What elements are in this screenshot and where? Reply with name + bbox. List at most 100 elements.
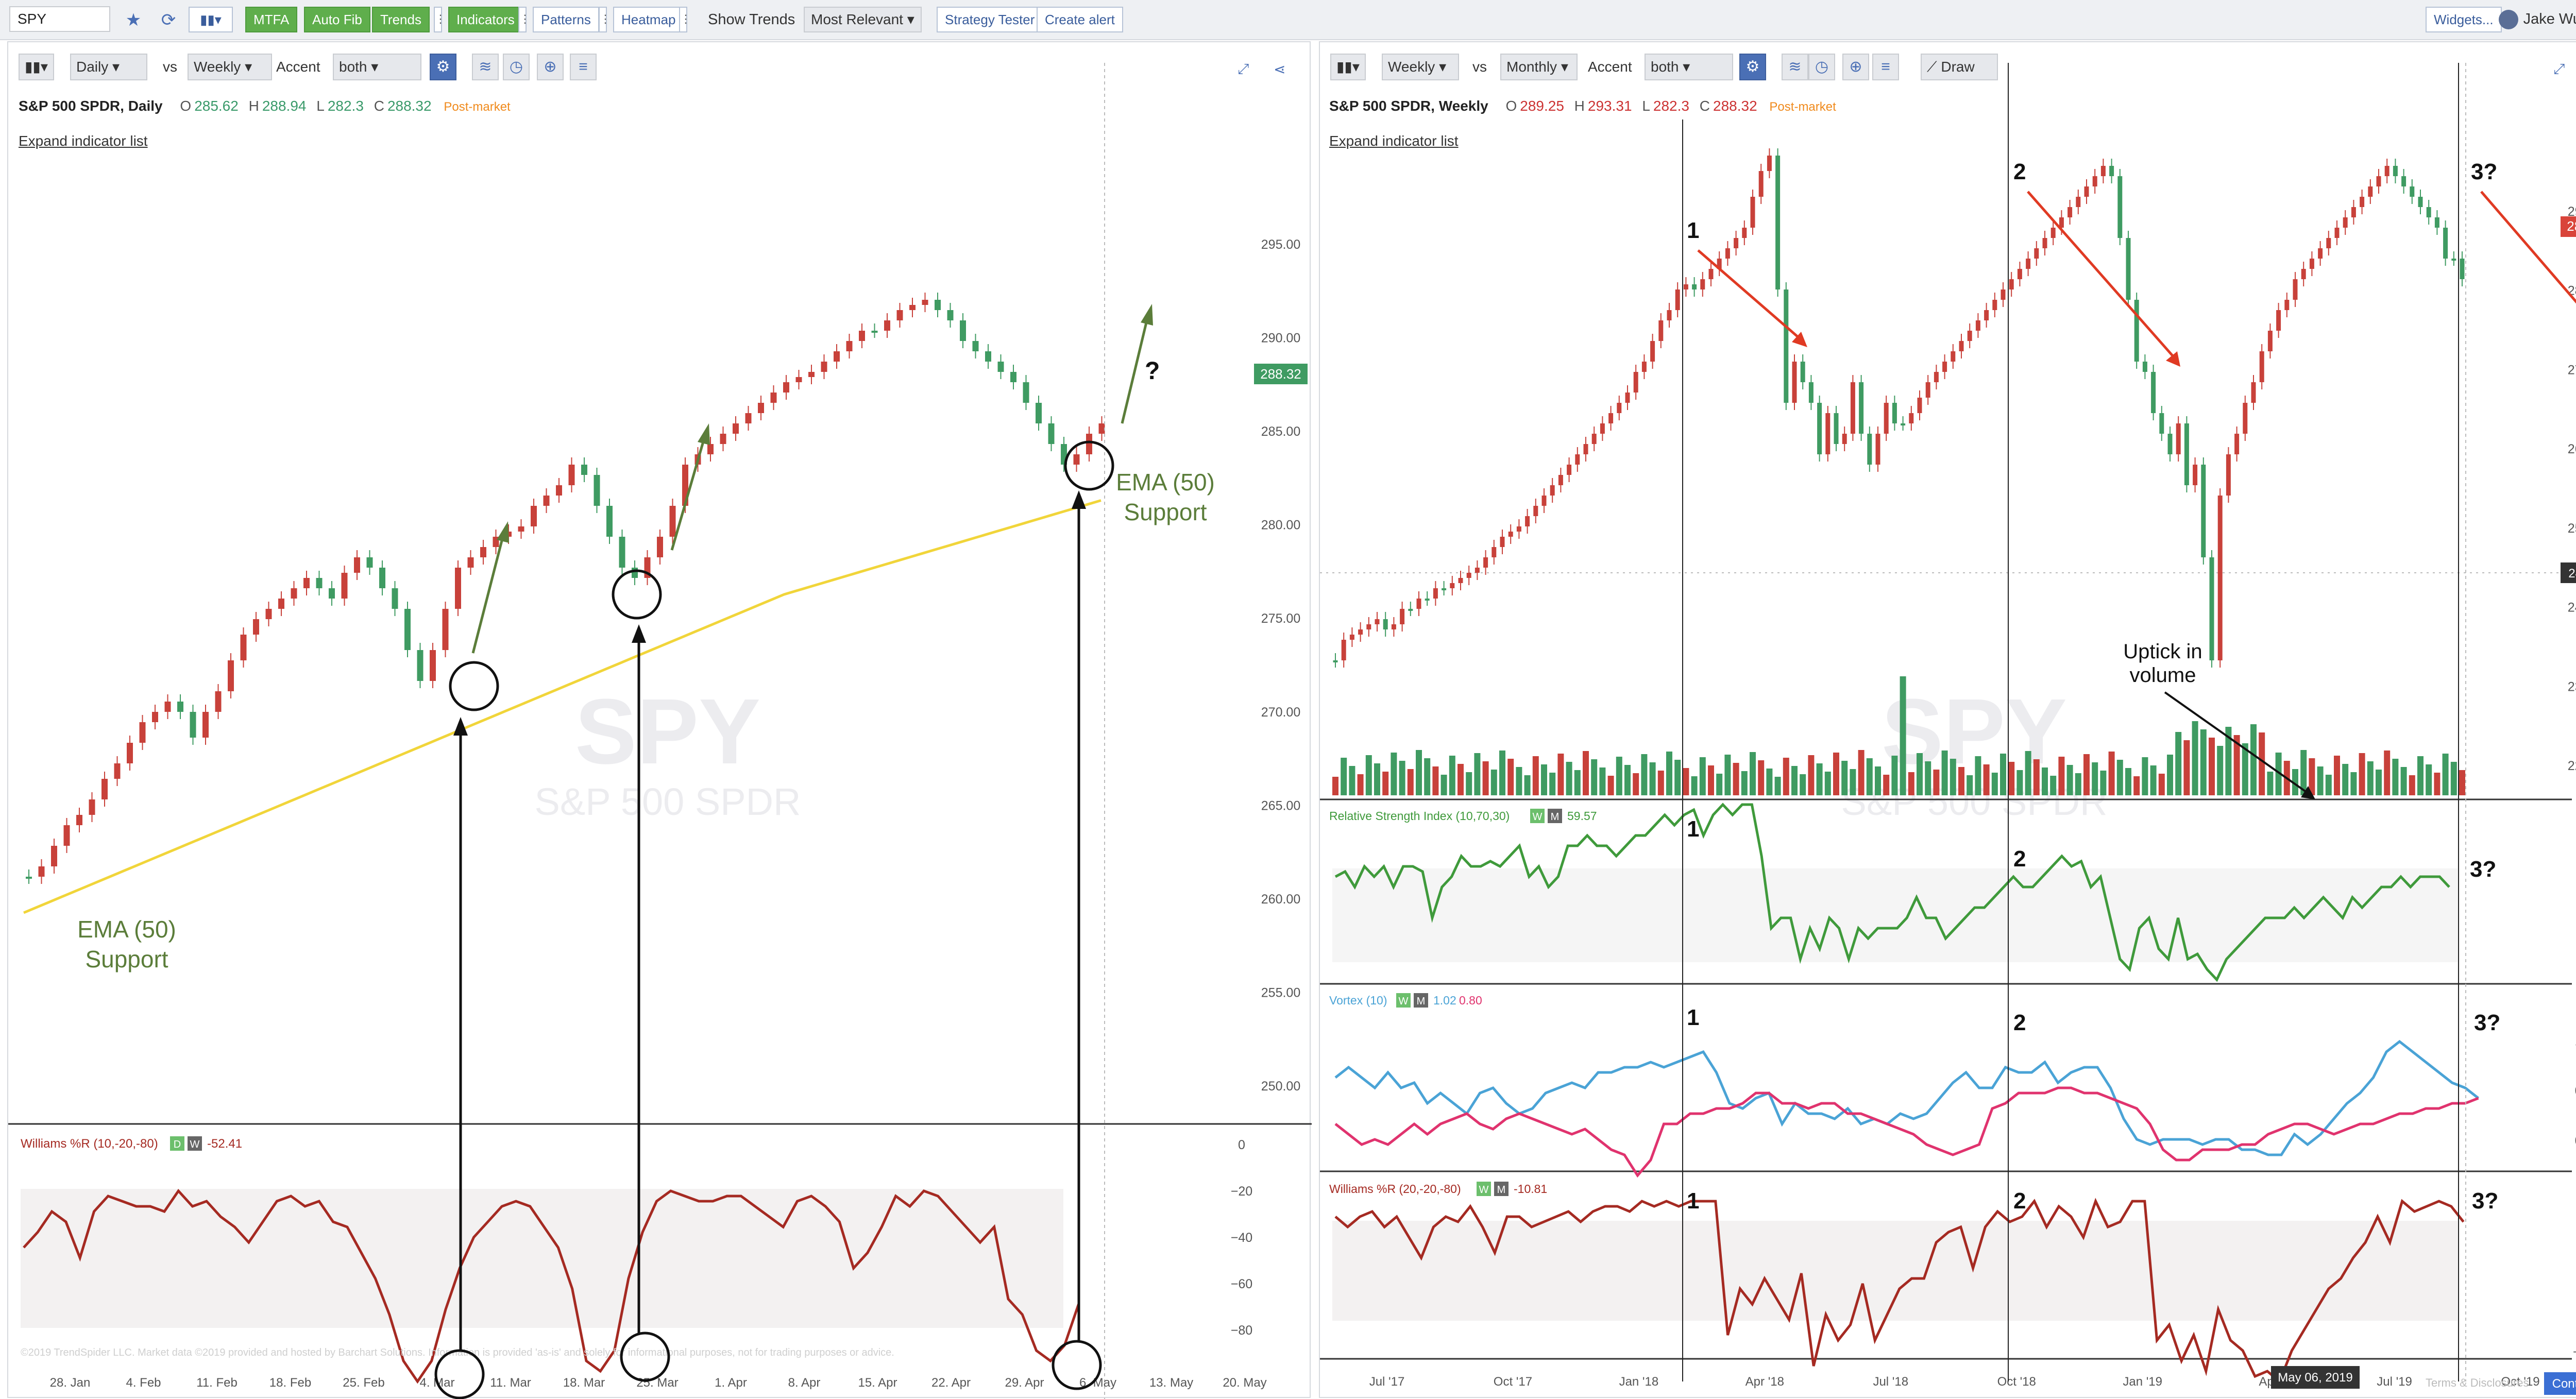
user-menu[interactable]: Jake Wujastyk (2498, 6, 2576, 32)
left-time-tick: 18. Mar (563, 1376, 605, 1390)
star-icon[interactable]: ★ (125, 10, 142, 30)
trends-options-icon[interactable]: ⋮ (434, 7, 446, 32)
right-williams-m-badge[interactable] (1494, 1182, 1509, 1196)
right-volume-bar (1440, 775, 1447, 795)
right-red-arrow-3 (2480, 191, 2576, 304)
left-candle (935, 300, 941, 310)
right-candle (1683, 284, 1688, 289)
right-rsi-m-badge[interactable] (1548, 809, 1562, 823)
left-candle (657, 537, 663, 557)
right-candle (1842, 434, 1847, 444)
right-williams-w-badge[interactable] (1477, 1182, 1491, 1196)
left-candle (215, 691, 222, 712)
right-volume-bar (2092, 762, 2098, 795)
right-draw-button[interactable]: ⟋ Draw (1921, 54, 1998, 80)
left-williams-d-badge[interactable] (170, 1136, 184, 1151)
right-clock-icon[interactable]: ◷ (1808, 54, 1835, 80)
indicators-button[interactable]: Indicators (448, 7, 523, 32)
right-waveform-icon[interactable]: ≋ (1782, 54, 1808, 80)
right-time-tick: Jul '19 (2377, 1375, 2412, 1389)
strategy-tester-button[interactable]: Strategy Tester (937, 7, 1043, 32)
right-fullscreen-icon[interactable]: ⤢ (2553, 61, 2565, 77)
left-settings-gear-icon[interactable]: ⚙ (430, 54, 456, 80)
symbol-search-input[interactable]: SPY (9, 6, 110, 32)
right-candle (2351, 207, 2356, 217)
right-chart-area[interactable]: SPY S&P 500 SPDR 290.00280.00270.00260.0… (1320, 42, 2576, 1399)
left-candle (543, 496, 550, 506)
right-candle (2243, 403, 2248, 434)
left-candle (379, 568, 385, 588)
right-candle (2376, 176, 2381, 186)
left-chart-type-button[interactable]: ▮▮▾ (19, 54, 54, 80)
right-volume-bar (2167, 755, 2173, 795)
right-candle (1416, 599, 1421, 609)
right-chart-type-button[interactable]: ▮▮▾ (1330, 54, 1366, 80)
right-williams-band (1332, 1221, 2458, 1321)
right-list-icon[interactable]: ≡ (1872, 54, 1899, 80)
right-vortex-m-badge[interactable] (1414, 993, 1428, 1008)
left-list-icon[interactable]: ≡ (570, 54, 597, 80)
right-vortex-w-badge[interactable] (1396, 993, 1411, 1008)
right-volume-bar (1374, 763, 1380, 795)
mtfa-button[interactable]: MTFA (245, 7, 298, 32)
left-chart-area[interactable]: SPY S&P 500 SPDR 295.00 290.00 285.00 280.0… (8, 42, 1312, 1399)
create-alert-button[interactable]: Create alert (1037, 7, 1123, 32)
left-share-icon[interactable]: ⋖ (1274, 61, 1286, 77)
left-candle (568, 465, 575, 485)
left-crosshair-icon[interactable]: ⊕ (537, 54, 564, 80)
right-accent-value: both (1651, 59, 1679, 75)
right-accent-select[interactable]: both ▾ (1645, 54, 1733, 80)
left-compare-select[interactable]: Weekly ▾ (188, 54, 272, 80)
right-candle (1525, 516, 1530, 526)
right-period-select[interactable]: Weekly ▾ (1382, 54, 1459, 80)
right-volume-bar (1858, 750, 1865, 795)
right-volume-bar (2292, 769, 2298, 795)
contact-us-button[interactable] (2544, 1372, 2576, 1395)
chart-type-button[interactable]: ▮▮▾ (189, 7, 233, 32)
left-price-tick: 275.00 (1261, 611, 1300, 626)
right-volume-bar (2200, 729, 2207, 795)
left-accent-select[interactable]: both ▾ (333, 54, 421, 80)
widgets-button[interactable]: Widgets... (2426, 7, 2502, 32)
right-volume-bar (1524, 775, 1531, 795)
right-volume-bar (1666, 752, 1672, 795)
left-waveform-icon[interactable]: ≋ (472, 54, 499, 80)
right-candle (2309, 259, 2314, 269)
trends-button[interactable]: Trends (372, 7, 430, 32)
right-draw-label: Draw (1941, 59, 1975, 75)
left-circle-2 (612, 569, 662, 620)
patterns-button[interactable]: Patterns (533, 7, 599, 32)
refresh-icon[interactable]: ⟳ (161, 10, 176, 30)
indicators-options-icon[interactable]: ⋮ (518, 7, 531, 32)
right-volume-bar (2259, 732, 2265, 795)
left-period-select[interactable]: Daily ▾ (70, 54, 147, 80)
right-candle (2167, 434, 2173, 454)
right-rsi-w-badge[interactable] (1530, 809, 1545, 823)
heatmap-button[interactable]: Heatmap (613, 7, 684, 32)
left-fullscreen-icon[interactable]: ⤢ (1238, 61, 1249, 77)
right-candle (2384, 166, 2389, 176)
right-compare-select[interactable]: Monthly ▾ (1500, 54, 1578, 80)
left-expand-indicators-link[interactable]: Expand indicator list (19, 133, 148, 149)
patterns-options-icon[interactable]: ⋮ (599, 7, 611, 32)
right-candle (2026, 259, 2031, 269)
trend-filter-select[interactable]: Most Relevant ▾ (804, 7, 922, 32)
left-clock-icon[interactable]: ◷ (503, 54, 530, 80)
right-crosshair-price-tag (2561, 562, 2576, 583)
right-crosshair-icon[interactable]: ⊕ (1842, 54, 1869, 80)
right-rsi-line (1334, 803, 2450, 982)
right-time-tick: Jan '18 (1619, 1375, 1659, 1389)
left-williams-w-badge[interactable] (188, 1136, 202, 1151)
right-time-tick: Jan '19 (2123, 1375, 2162, 1389)
auto-fib-button[interactable]: Auto Fib (304, 7, 370, 32)
right-expand-indicators-link[interactable]: Expand indicator list (1329, 133, 1459, 149)
right-volume-bar (2066, 765, 2073, 795)
heatmap-options-icon[interactable]: ⋮ (679, 7, 691, 32)
right-candle (1433, 588, 1438, 599)
terms-link[interactable]: Terms & Disclosures (2426, 1376, 2529, 1389)
left-candle (720, 434, 726, 444)
right-settings-gear-icon[interactable]: ⚙ (1739, 54, 1766, 80)
right-volume-bar (1607, 776, 1614, 795)
right-volume-bar (2426, 764, 2432, 795)
right-vortex-tick: 0.25 (2575, 1134, 2576, 1148)
